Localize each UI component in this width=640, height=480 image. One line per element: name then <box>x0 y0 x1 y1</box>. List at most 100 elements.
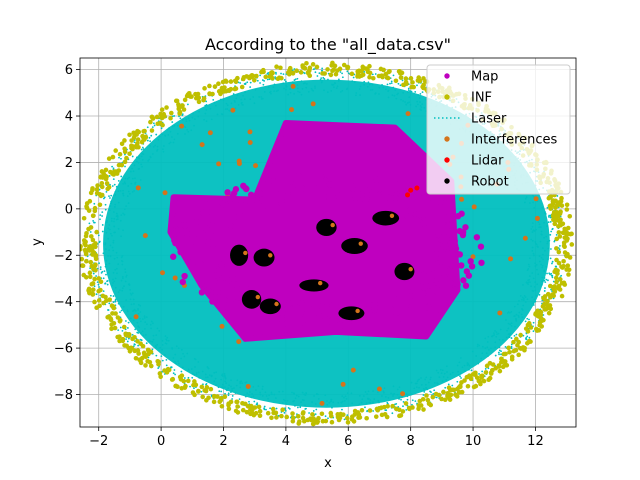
laser-point <box>124 271 127 274</box>
laser-point <box>182 352 184 355</box>
laser-point <box>135 156 138 159</box>
laser-point <box>169 130 172 133</box>
laser-point <box>108 209 111 212</box>
inf-point <box>351 419 357 424</box>
inf-point <box>334 68 340 73</box>
laser-point <box>114 231 116 234</box>
laser-point <box>308 412 310 414</box>
laser-point <box>203 118 205 121</box>
map-point <box>203 225 210 233</box>
interference-point <box>408 266 413 272</box>
laser-point <box>498 353 500 356</box>
laser-point <box>525 336 528 339</box>
inf-point <box>557 277 563 282</box>
laser-point <box>174 373 177 376</box>
laser-point <box>130 182 133 185</box>
laser-point <box>131 177 134 180</box>
inf-point <box>257 413 263 419</box>
laser-point <box>522 304 525 307</box>
robot-point <box>338 306 365 321</box>
laser-point <box>272 86 275 89</box>
inf-point <box>564 253 569 259</box>
inf-point <box>215 394 220 399</box>
laser-point <box>419 101 421 103</box>
map-point <box>477 243 485 250</box>
inf-point <box>552 221 558 227</box>
laser-point <box>238 398 241 401</box>
laser-point <box>363 83 366 86</box>
laser-point <box>145 342 148 345</box>
map-point <box>269 177 277 185</box>
map-point <box>397 300 404 307</box>
laser-point <box>139 304 142 307</box>
laser-point <box>106 272 109 274</box>
interference-point <box>236 158 242 164</box>
laser-point <box>148 136 151 139</box>
laser-point <box>129 298 132 301</box>
laser-point <box>300 80 303 83</box>
laser-point <box>334 82 337 85</box>
laser-point <box>491 335 494 338</box>
laser-point <box>160 127 163 130</box>
inf-point <box>99 184 105 190</box>
laser-point <box>198 376 201 379</box>
laser-point <box>514 325 516 328</box>
map-point <box>189 253 196 261</box>
laser-point <box>510 310 513 313</box>
map-point <box>263 312 271 320</box>
inf-point <box>265 410 271 416</box>
inf-point <box>127 151 132 157</box>
laser-point <box>225 388 228 391</box>
map-point <box>435 198 442 205</box>
interference-point <box>247 129 253 135</box>
laser-point <box>107 309 109 311</box>
laser-point <box>543 277 546 279</box>
inf-point <box>416 403 422 408</box>
interference-point <box>497 310 503 316</box>
laser-point <box>152 338 155 341</box>
x-tick-label: 0 <box>157 434 165 449</box>
laser-point <box>397 82 400 85</box>
map-point <box>467 258 474 265</box>
laser-point <box>259 74 262 77</box>
laser-point <box>544 287 546 289</box>
laser-point <box>526 282 529 285</box>
laser-point <box>517 314 520 317</box>
map-point <box>371 306 378 314</box>
interference-point <box>236 339 242 345</box>
laser-point <box>155 354 158 357</box>
map-point <box>208 208 215 215</box>
laser-point <box>492 332 495 335</box>
inf-point <box>314 420 320 425</box>
laser-point <box>236 379 239 382</box>
laser-point <box>261 395 264 397</box>
laser-point <box>545 235 548 238</box>
laser-point <box>522 299 525 301</box>
laser-point <box>225 382 228 385</box>
inf-point <box>561 258 566 264</box>
laser-point <box>274 76 277 78</box>
laser-point <box>314 403 317 405</box>
inf-point <box>111 169 117 174</box>
laser-point <box>335 87 338 90</box>
laser-point <box>510 324 513 327</box>
laser-point <box>387 96 390 99</box>
laser-point <box>398 386 401 389</box>
map-point <box>352 194 359 202</box>
inf-point <box>96 298 102 303</box>
laser-point <box>214 377 217 380</box>
laser-point <box>390 82 393 84</box>
laser-point <box>264 391 267 394</box>
laser-point <box>505 336 508 339</box>
laser-point <box>521 298 523 301</box>
laser-point <box>420 384 423 386</box>
laser-point <box>341 72 343 75</box>
laser-point <box>277 89 279 92</box>
map-point <box>229 192 236 200</box>
interference-point <box>219 323 225 329</box>
inf-point <box>87 248 92 253</box>
laser-point <box>252 395 255 398</box>
laser-point <box>263 405 266 408</box>
map-point <box>284 192 291 200</box>
laser-point <box>323 78 326 80</box>
